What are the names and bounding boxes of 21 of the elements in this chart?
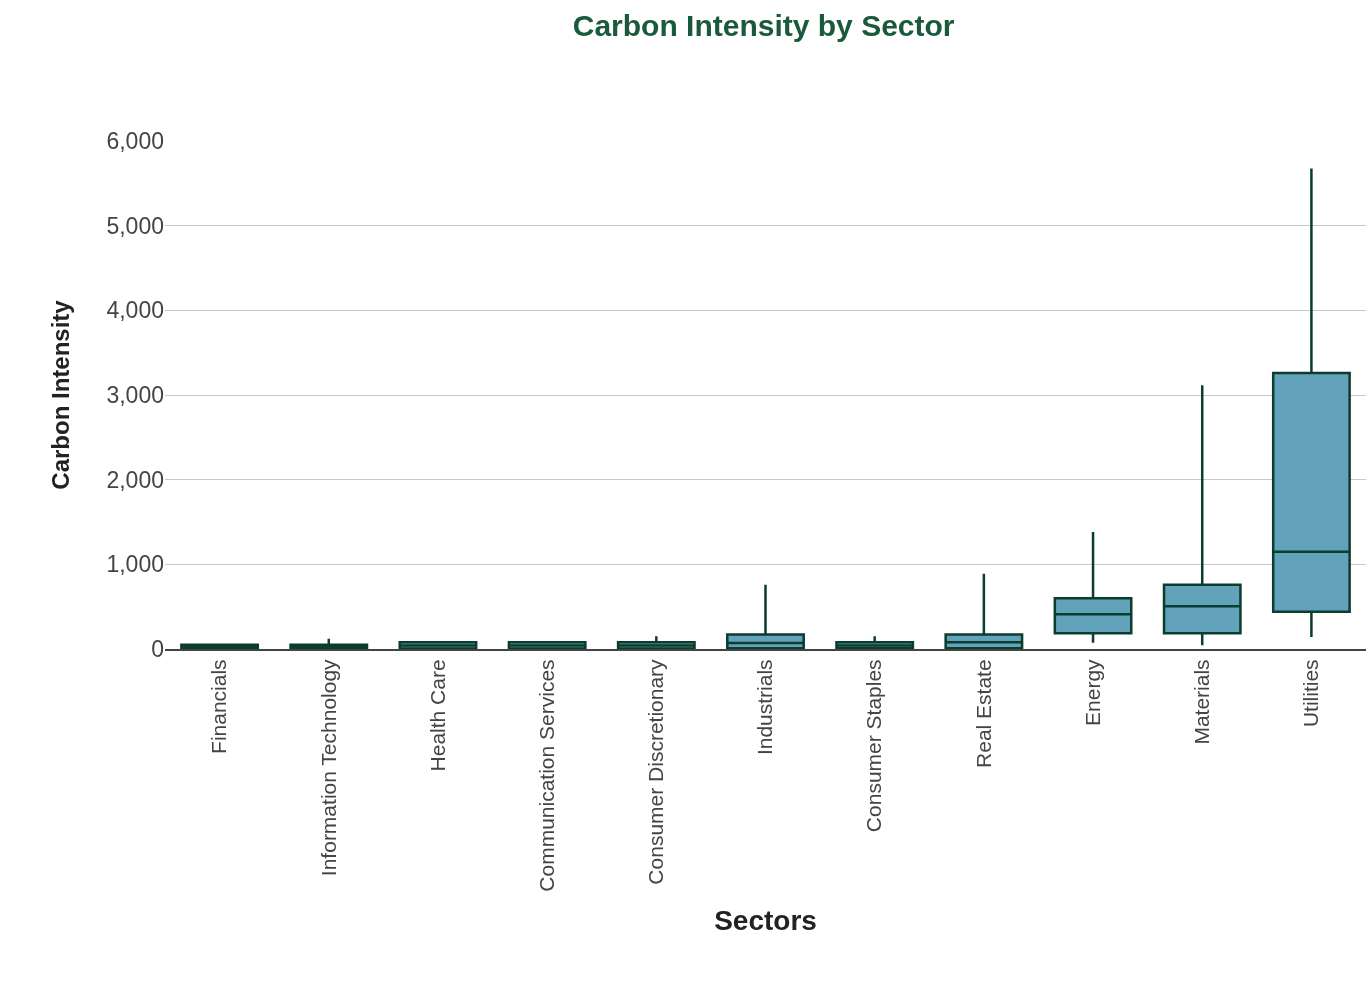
- y-tick-label: 6,000: [106, 128, 164, 155]
- y-tick-label: 4,000: [106, 297, 164, 324]
- y-tick-label: 5,000: [106, 212, 164, 239]
- y-tick-label: 0: [151, 636, 164, 663]
- x-tick-label: Industrials: [753, 659, 777, 756]
- x-tick-label: Financials: [207, 659, 231, 754]
- x-tick-label: Information Technology: [316, 658, 340, 877]
- y-axis-title: Carbon Intensity: [46, 299, 74, 490]
- x-tick-label: Real Estate: [971, 659, 995, 768]
- x-tick-label: Materials: [1190, 659, 1214, 745]
- x-tick-label: Communication Services: [534, 659, 558, 892]
- x-tick-label: Utilities: [1299, 659, 1323, 728]
- y-tick-label: 2,000: [106, 466, 164, 493]
- chart-title: Carbon Intensity by Sector: [572, 9, 955, 43]
- x-axis-title: Sectors: [714, 905, 817, 937]
- x-tick-label: Health Care: [425, 659, 449, 772]
- y-tick-label: 3,000: [106, 382, 164, 409]
- y-tick-label: 1,000: [106, 551, 164, 578]
- x-tick-label: Consumer Discretionary: [644, 658, 668, 885]
- x-tick-label: Consumer Staples: [862, 659, 886, 833]
- x-tick-label: Energy: [1080, 658, 1104, 726]
